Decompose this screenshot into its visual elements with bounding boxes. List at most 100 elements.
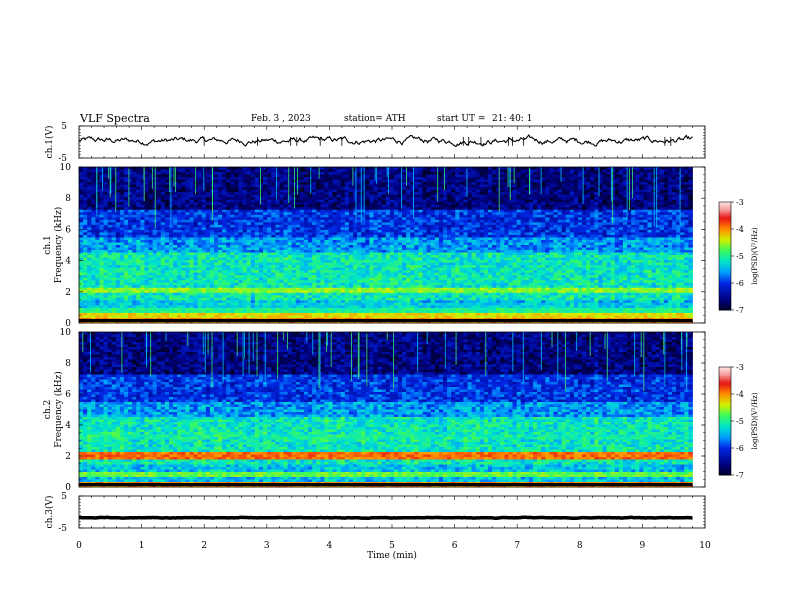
spec-cell: [197, 197, 203, 201]
spec-cell: [393, 169, 399, 173]
spec-cell: [557, 202, 562, 206]
spec-cell: [582, 169, 587, 173]
spec-cell: [676, 194, 681, 198]
spec-cell: [144, 207, 149, 211]
spec-cell: [136, 234, 141, 238]
spec-cell: [164, 239, 170, 243]
spec-cell: [414, 179, 419, 183]
station-label: station= ATH: [344, 114, 406, 124]
spec-cell: [402, 222, 407, 226]
spec-cell: [541, 194, 546, 198]
spec-cell: [573, 199, 579, 203]
spec-cell: [381, 169, 387, 173]
spec-cell: [365, 197, 370, 201]
spec-cell: [520, 182, 526, 186]
spec-cell: [676, 172, 681, 175]
spec-cell: [348, 209, 354, 213]
spec-cell: [316, 187, 321, 191]
spec-cell: [373, 172, 378, 175]
spec-cell: [128, 245, 133, 248]
spec-cell: [582, 172, 587, 175]
spec-cell: [242, 179, 248, 183]
spec-cell: [667, 187, 673, 191]
spec-cell: [655, 189, 661, 193]
spec-cell: [136, 212, 141, 216]
spec-cell: [312, 182, 317, 186]
spec-cell: [393, 232, 399, 236]
spec-cell: [520, 172, 526, 175]
spec-cell: [340, 224, 346, 228]
spec-cell: [267, 237, 272, 241]
spec-cell: [467, 199, 473, 203]
spec-cell: [128, 184, 133, 188]
spec-cell: [590, 194, 595, 198]
spec-cell: [107, 239, 113, 243]
spec-cell: [140, 224, 145, 228]
spec-cell: [667, 222, 673, 226]
spec-cell: [492, 202, 497, 206]
spec-cell: [667, 219, 673, 223]
spec-cell: [667, 212, 673, 216]
spec-cell: [410, 232, 415, 236]
spec-cell: [508, 207, 513, 211]
spec-cell: [164, 212, 170, 216]
spec-cell: [250, 199, 256, 203]
spec-cell: [610, 237, 616, 241]
spec-cell: [524, 172, 530, 175]
spec-cell: [87, 222, 92, 226]
spec-cell: [83, 199, 88, 203]
spec-cell: [320, 194, 325, 198]
spec-cell: [528, 202, 534, 206]
spec-cell: [148, 207, 154, 211]
spec-cell: [614, 222, 620, 226]
spec-cell: [324, 204, 329, 208]
spec-cell: [614, 189, 620, 193]
spec-cell: [299, 214, 305, 218]
spec-cell: [234, 227, 239, 231]
spec-cell: [103, 194, 109, 198]
spec-cell: [455, 167, 460, 170]
spec-cell: [438, 187, 444, 191]
spec-cell: [528, 239, 534, 243]
spec-cell: [614, 209, 620, 213]
spec-cell: [95, 197, 100, 201]
spec-cell: [447, 172, 452, 175]
spec-cell: [512, 192, 518, 196]
spec-cell: [283, 217, 288, 221]
spec-cell: [336, 199, 342, 203]
spec-cell: [496, 199, 501, 203]
spec-cell: [340, 182, 346, 186]
spec-cell: [209, 219, 215, 223]
spec-cell: [614, 179, 620, 183]
spec-cell: [291, 224, 297, 228]
spec-cell: [299, 202, 305, 206]
spec-cell: [148, 247, 154, 251]
spec-cell: [271, 184, 276, 188]
spec-cell: [189, 232, 194, 236]
spec-cell: [140, 177, 145, 180]
spec-cell: [348, 189, 354, 193]
spec-cell: [144, 189, 149, 193]
spec-cell: [487, 167, 493, 170]
spec-cell: [308, 209, 313, 213]
spec-cell: [369, 217, 374, 221]
spec-cell: [684, 217, 689, 221]
spec-cell: [242, 192, 248, 196]
spec-cell: [549, 209, 554, 213]
spec-cell: [565, 184, 571, 188]
spec-cell: [471, 237, 477, 241]
spec-cell: [602, 169, 607, 173]
spec-cell: [226, 169, 231, 173]
spec-cell: [463, 219, 468, 223]
spec-cell: [455, 199, 460, 203]
spec-cell: [475, 232, 481, 236]
spec-cell: [659, 182, 665, 186]
spec-cell: [586, 207, 591, 211]
spec-cell: [655, 194, 661, 198]
spec-cell: [193, 222, 199, 226]
spec-cell: [565, 197, 571, 201]
spec-cell: [123, 194, 129, 198]
spec-cell: [308, 192, 313, 196]
spec-cell: [160, 214, 166, 218]
